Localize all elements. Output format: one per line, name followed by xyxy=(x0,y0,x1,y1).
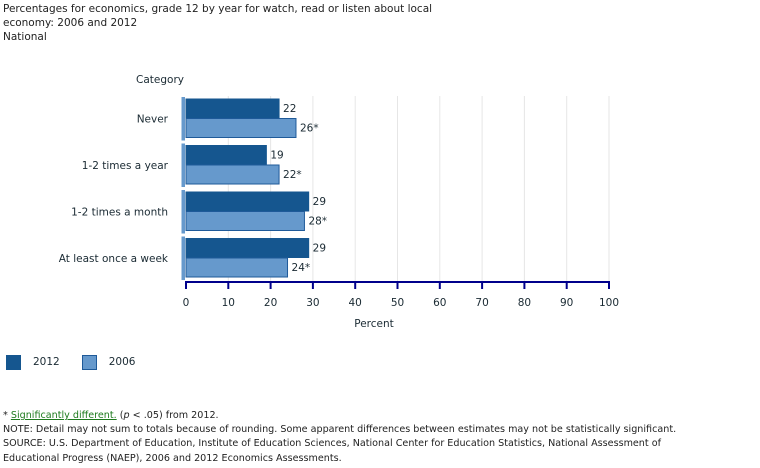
group-marker-never xyxy=(181,97,185,141)
legend: 2012 2006 xyxy=(6,353,157,371)
bar-value-2006-1-2-times-a-year: 22* xyxy=(283,169,302,181)
category-label-at-least-once-a-week: At least once a week xyxy=(59,253,169,265)
bar-2006-1-2-times-a-year xyxy=(185,164,280,185)
rounding-note: NOTE: Detail may not sum to totals becau… xyxy=(3,424,677,436)
x-axis: 0 10 20 30 40 50 60 70 80 90 100 xyxy=(183,281,619,309)
legend-swatch-2006 xyxy=(81,354,97,370)
x-axis-title: Percent xyxy=(354,318,394,330)
x-tick-label-80: 80 xyxy=(518,297,531,309)
chart-title-line-2: economy: 2006 and 2012 xyxy=(3,17,138,29)
paren: ( xyxy=(116,410,124,421)
bar-value-2012-1-2-times-a-year: 19 xyxy=(270,150,283,162)
x-tick-label-90: 90 xyxy=(560,297,573,309)
x-tick-label-100: 100 xyxy=(599,297,619,309)
bar-value-2012-at-least-once-a-week: 29 xyxy=(313,243,326,255)
chart-title-line-1: Percentages for economics, grade 12 by y… xyxy=(3,3,433,15)
x-tick-label-40: 40 xyxy=(349,297,362,309)
legend-label-2012: 2012 xyxy=(33,356,60,368)
x-tick-label-50: 50 xyxy=(391,297,404,309)
x-tick-label-10: 10 xyxy=(222,297,235,309)
category-labels: Never 1-2 times a year 1-2 times a month At… xyxy=(59,113,169,265)
legend-swatch-2012 xyxy=(6,354,21,370)
category-group-markers xyxy=(181,97,185,280)
bar-value-2006-at-least-once-a-week: 24* xyxy=(292,262,311,274)
group-marker-at-least-once-a-week xyxy=(181,236,185,280)
x-tick-label-30: 30 xyxy=(306,297,319,309)
p-symbol: p xyxy=(123,410,130,421)
x-tick-label-70: 70 xyxy=(475,297,488,309)
legend-item-2012: 2012 xyxy=(6,354,60,370)
source-line-2: Educational Progress (NAEP), 2006 and 20… xyxy=(3,452,342,464)
bar-2012-at-least-once-a-week xyxy=(185,238,310,258)
x-tick-label-0: 0 xyxy=(183,297,190,309)
bar-2012-1-2-times-a-month xyxy=(185,191,310,212)
significantly-different-link[interactable]: Significantly different. xyxy=(10,410,117,421)
y-axis-title: Category xyxy=(136,74,184,86)
bar-2006-never xyxy=(185,118,297,138)
footnotes: * Significantly different. (p < .05) fro… xyxy=(3,409,758,466)
significance-note: * Significantly different. (p < .05) fro… xyxy=(3,409,758,423)
bar-value-2006-never: 26* xyxy=(300,123,319,135)
category-label-1-2-times-a-month: 1-2 times a month xyxy=(71,206,168,218)
legend-item-2006: 2006 xyxy=(81,354,136,370)
asterisk: * xyxy=(3,410,11,421)
jurisdiction-label: National xyxy=(3,31,47,43)
x-tick-label-60: 60 xyxy=(433,297,446,309)
bar-value-2006-1-2-times-a-month: 28* xyxy=(308,216,327,228)
group-marker-1-2-times-a-year xyxy=(181,143,185,187)
legend-label-2006: 2006 xyxy=(108,356,136,368)
bar-2012-never xyxy=(185,98,280,119)
bar-value-2012-1-2-times-a-month: 29 xyxy=(313,196,326,208)
bar-2006-1-2-times-a-month xyxy=(185,211,305,231)
x-tick-label-20: 20 xyxy=(264,297,277,309)
bar-2006-at-least-once-a-week xyxy=(185,257,289,278)
category-label-1-2-times-a-year: 1-2 times a year xyxy=(82,160,169,172)
bar-value-2012-never: 22 xyxy=(283,103,296,115)
bar-2012-1-2-times-a-year xyxy=(185,145,267,165)
category-label-never: Never xyxy=(137,113,169,125)
group-marker-1-2-times-a-month xyxy=(181,190,185,234)
bars xyxy=(185,98,310,278)
source-line-1: SOURCE: U.S. Department of Education, In… xyxy=(3,438,661,450)
significance-threshold: < .05) from 2012. xyxy=(129,410,219,421)
chart-title-block: Percentages for economics, grade 12 by y… xyxy=(3,2,473,44)
